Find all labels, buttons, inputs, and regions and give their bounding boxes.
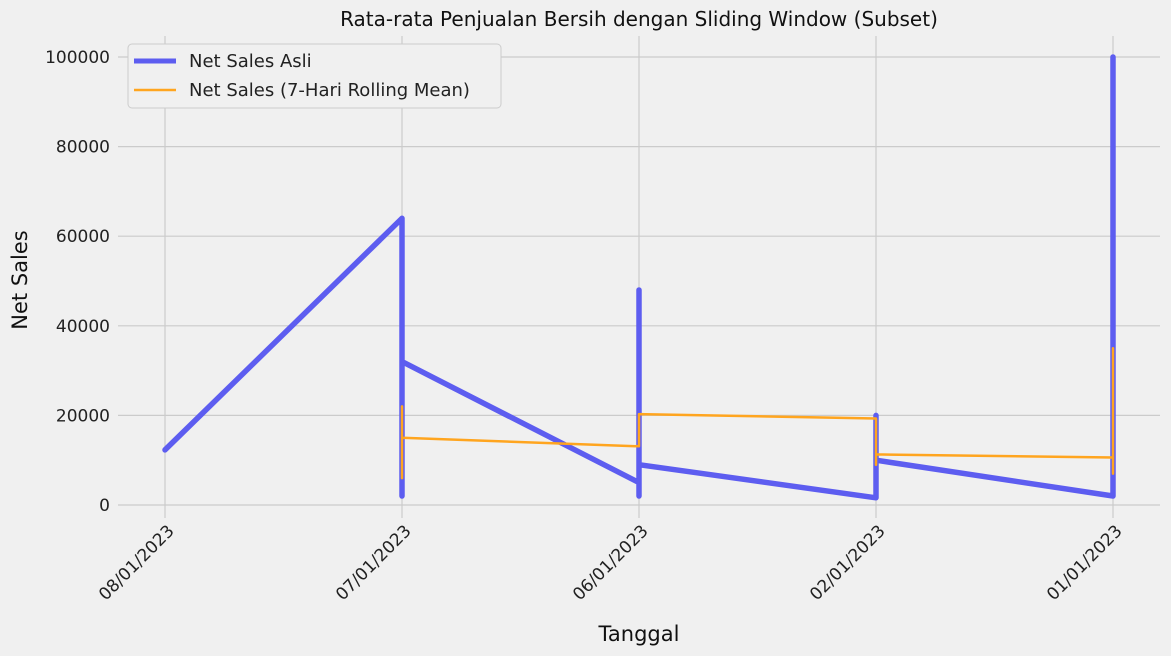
- y-tick-label: 20000: [56, 406, 110, 426]
- y-tick-label: 40000: [56, 317, 110, 337]
- y-tick-label: 60000: [56, 227, 110, 247]
- series-line-rolling-mean: [400, 346, 1115, 480]
- y-axis-title: Net Sales: [8, 230, 32, 329]
- series-line-net-sales-asli: [162, 54, 1116, 501]
- x-axis-title: Tanggal: [598, 622, 680, 646]
- series-layer: [162, 54, 1116, 501]
- y-tick-label: 100000: [45, 48, 110, 68]
- legend: Net Sales Asli Net Sales (7-Hari Rolling…: [127, 43, 502, 109]
- y-tick-label: 80000: [56, 138, 110, 158]
- legend-label-net-sales-asli: Net Sales Asli: [189, 51, 312, 72]
- y-axis-ticks: 0 20000 40000 60000 80000 100000: [45, 48, 110, 516]
- legend-label-rolling-mean: Net Sales (7-Hari Rolling Mean): [189, 80, 470, 101]
- chart-title: Rata-rata Penjualan Bersih dengan Slidin…: [340, 7, 938, 31]
- y-tick-label: 0: [99, 496, 110, 516]
- legend-frame: [127, 43, 502, 109]
